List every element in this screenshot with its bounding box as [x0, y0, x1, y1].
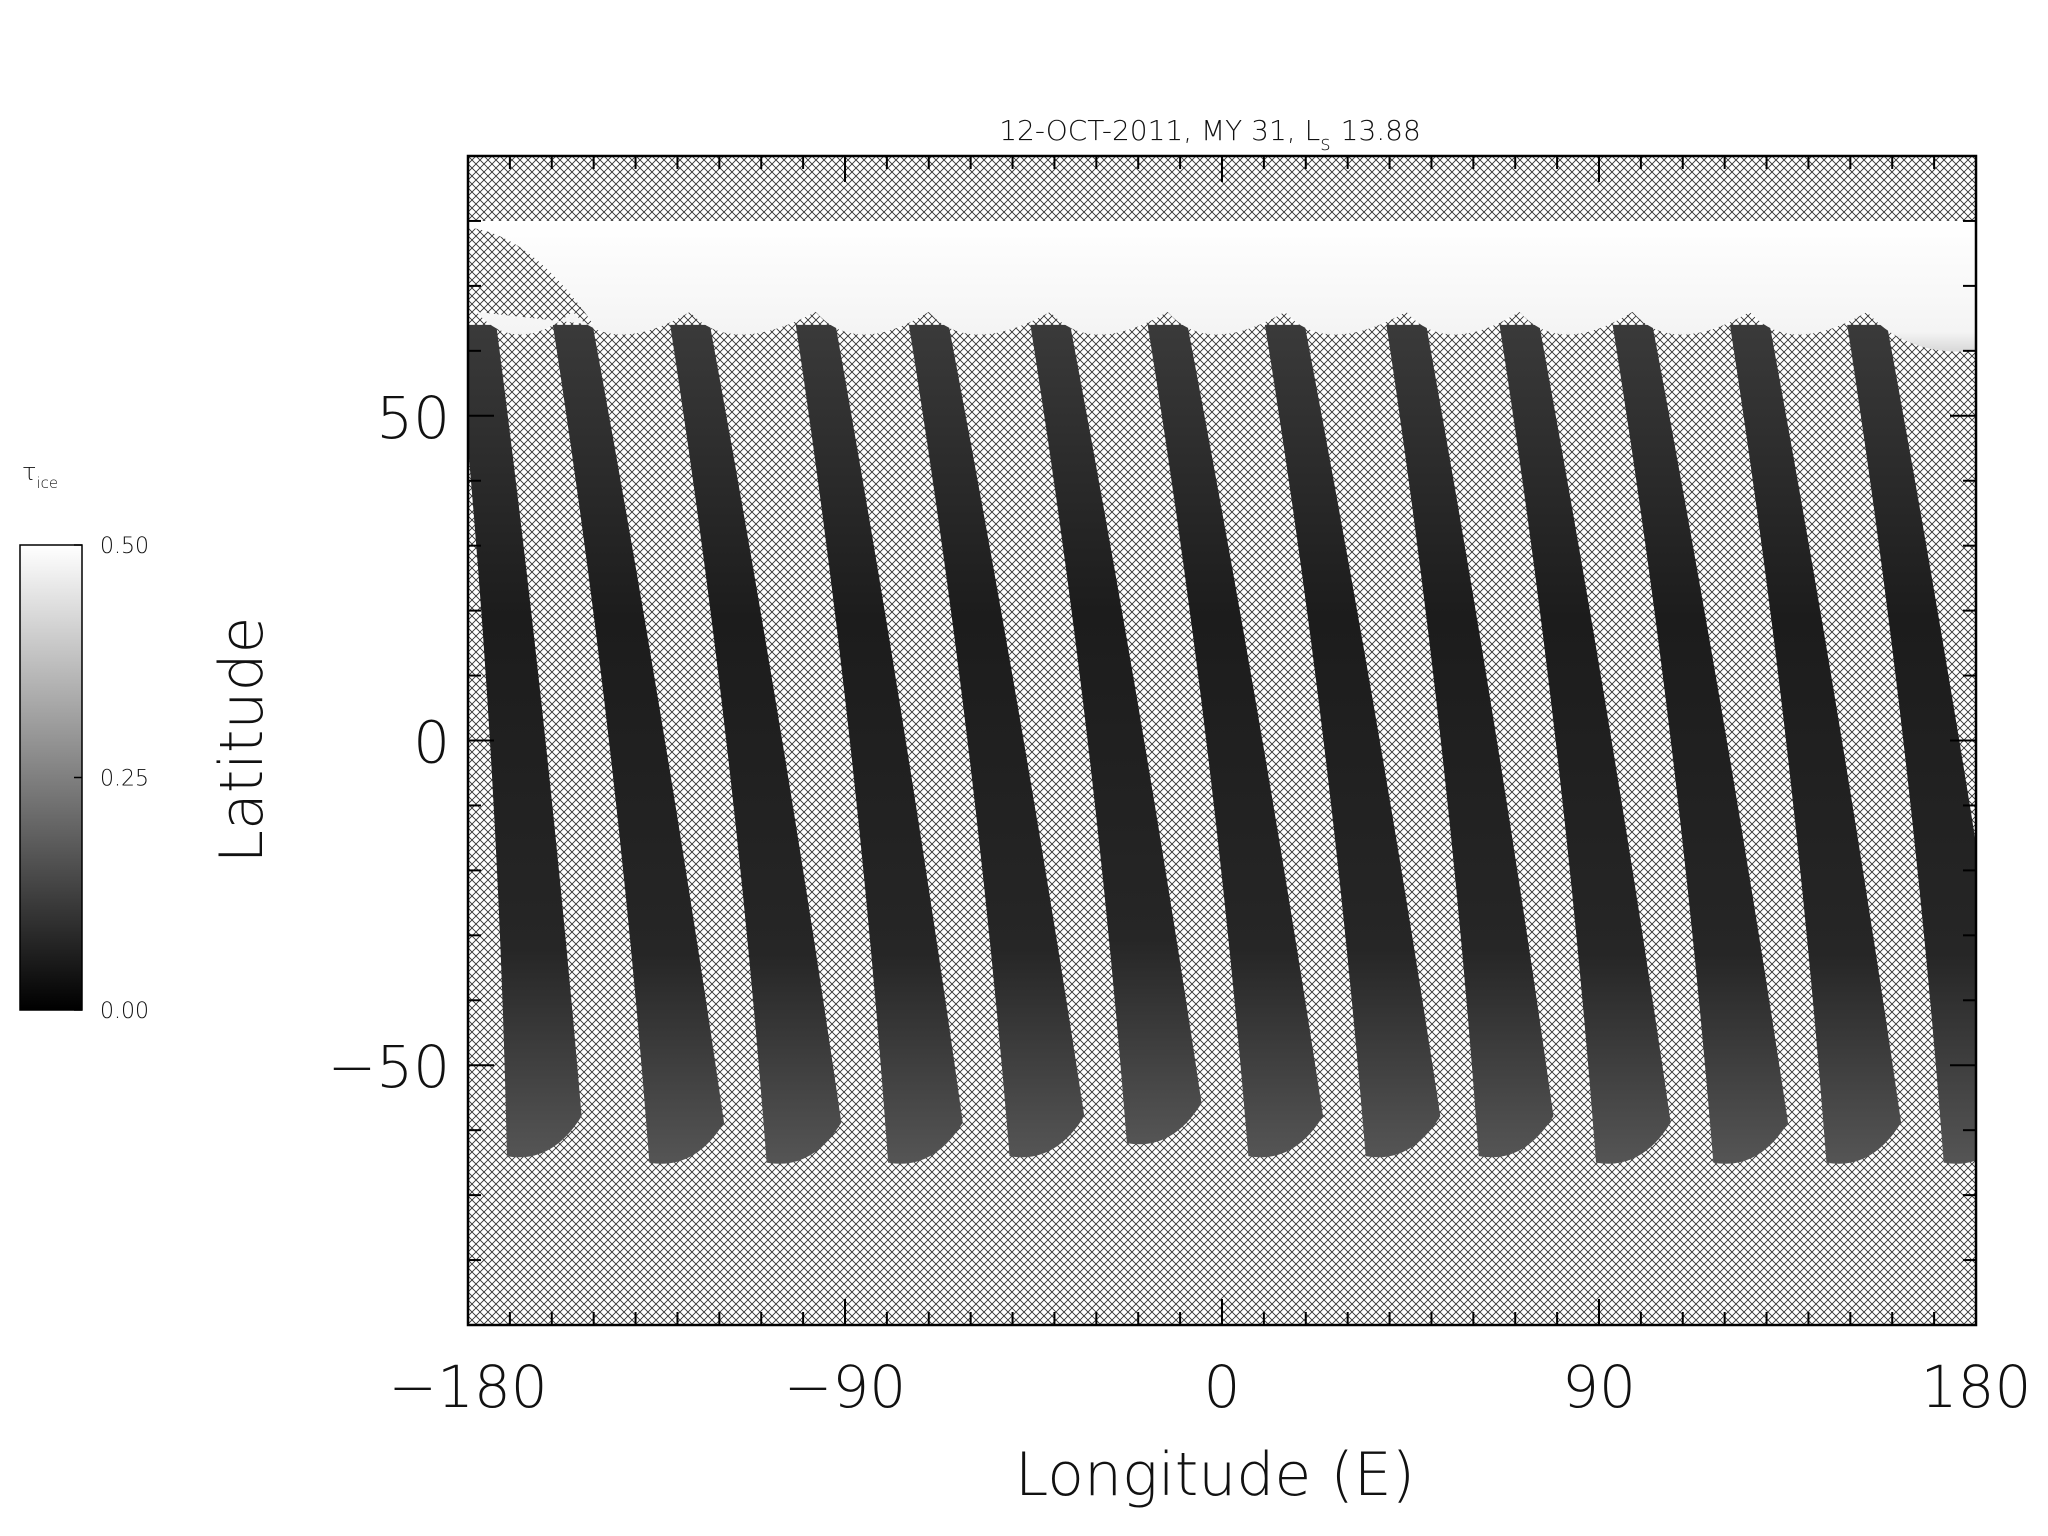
x-tick-label: −180: [388, 1353, 547, 1421]
data-swath: [1612, 324, 1789, 1164]
data-swath: [670, 324, 842, 1164]
y-axis-label: Latitude: [207, 617, 277, 864]
colorbar-gradient: [19, 544, 83, 1011]
colorbar-label: τice: [22, 458, 58, 492]
data-swath: [795, 324, 963, 1164]
data-swath: [1499, 324, 1671, 1164]
x-tick-label: 0: [1204, 1353, 1241, 1421]
data-swath: [1386, 324, 1554, 1158]
data-swath: [1729, 324, 1902, 1164]
data-swath: [1147, 324, 1324, 1158]
colorbar-tick-label: 0.50: [100, 534, 149, 559]
data-swath: [908, 324, 1085, 1158]
data-swath: [1030, 324, 1202, 1145]
polar-cap-region: [468, 220, 1976, 352]
x-tick-label: −90: [784, 1353, 906, 1421]
data-swath: [552, 324, 725, 1164]
colorbar-tick-label: 0.00: [100, 999, 149, 1024]
x-axis-label: Longitude (E): [1015, 1440, 1415, 1510]
data-swath: [468, 324, 582, 1158]
data-swath: [1264, 324, 1441, 1158]
y-tick-label: 50: [376, 384, 450, 452]
x-tick-label: 180: [1921, 1353, 2032, 1421]
chart-title: 12-OCT-2011, MY 31, Ls 13.88: [999, 114, 1421, 155]
y-tick-label: 0: [413, 709, 450, 777]
y-tick-label: −50: [328, 1033, 450, 1101]
data-swath: [1847, 324, 1976, 1164]
plot-area: −180 −90 0 90 180 50 0 −50: [328, 154, 2032, 1421]
colorbar-tick-label: 0.25: [100, 767, 149, 792]
x-tick-label: 90: [1562, 1353, 1636, 1421]
colorbar: τice 0.50 0.25 0.00: [19, 458, 149, 1024]
